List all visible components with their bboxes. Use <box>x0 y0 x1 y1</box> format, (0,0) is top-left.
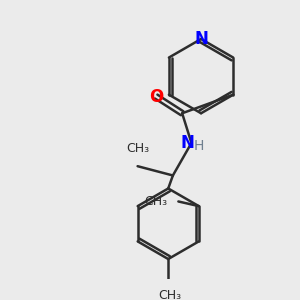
Text: O: O <box>149 88 163 106</box>
Text: CH₃: CH₃ <box>158 289 182 300</box>
Text: N: N <box>194 30 208 48</box>
Text: CH₃: CH₃ <box>126 142 149 155</box>
Text: N: N <box>181 134 195 152</box>
Text: CH₃: CH₃ <box>144 195 167 208</box>
Text: H: H <box>194 139 204 153</box>
